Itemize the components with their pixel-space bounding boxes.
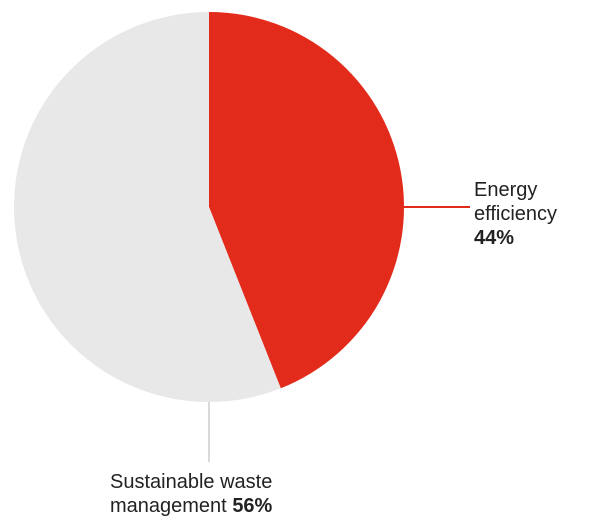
slice-label-energy-efficiency: Energy efficiency 44% [474, 178, 557, 250]
slice-label-waste-line2: management [110, 495, 227, 517]
slice-label-energy-line2: efficiency [474, 203, 558, 225]
pie-slice-sustainable-waste-management [14, 12, 281, 402]
slice-label-sustainable-waste-management: Sustainable waste management 56% [110, 470, 272, 518]
leader-lines [208, 206, 470, 462]
pie-slice-energy-efficiency [209, 12, 405, 389]
pie-slices [14, 12, 405, 402]
slice-value-energy: 44% [474, 227, 515, 249]
slice-label-waste-line1: Sustainable waste [110, 471, 273, 493]
slice-label-energy-line1: Energy [474, 179, 538, 201]
slice-value-waste: 56% [232, 495, 273, 517]
